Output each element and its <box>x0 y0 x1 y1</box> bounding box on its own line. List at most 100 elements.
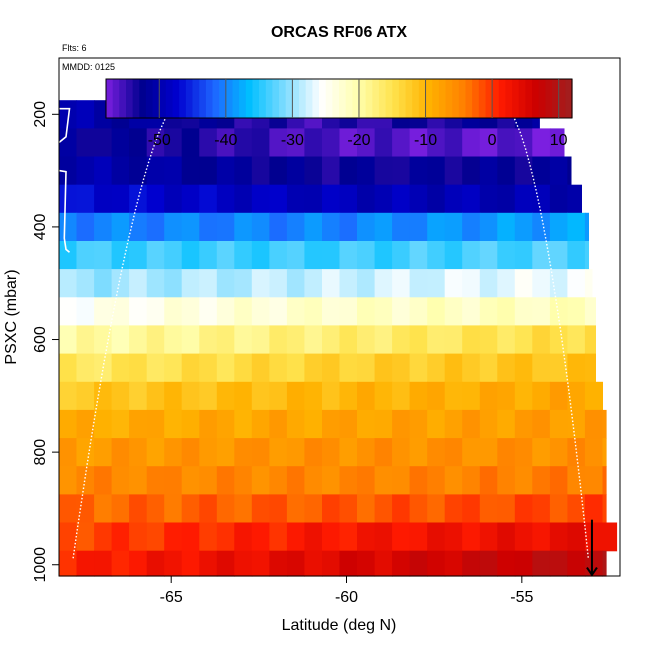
heatmap-cell <box>94 325 113 355</box>
x-tick-label: -60 <box>335 589 358 606</box>
colorbar-swatch <box>126 79 134 118</box>
flights-note: Flts: 6 <box>62 43 87 53</box>
heatmap-cell <box>444 550 463 577</box>
heatmap-cell <box>532 325 551 355</box>
heatmap-cell <box>409 156 428 186</box>
colorbar-swatch <box>512 79 520 118</box>
heatmap-cell <box>392 325 411 355</box>
colorbar-swatch <box>372 79 380 118</box>
heatmap-cell <box>567 466 586 495</box>
heatmap-cell <box>234 297 253 327</box>
heatmap-cell <box>374 466 393 495</box>
heatmap-cell <box>339 409 358 439</box>
heatmap-cell <box>462 381 481 411</box>
heatmap-cell <box>111 550 130 577</box>
heatmap-cell <box>234 494 253 524</box>
heatmap-cell <box>322 212 341 242</box>
heatmap-cell <box>181 466 200 495</box>
heatmap-cell <box>567 241 586 270</box>
heatmap-cell <box>357 550 376 577</box>
heatmap-cell <box>479 409 498 439</box>
heatmap-cell <box>549 269 568 298</box>
heatmap-cell <box>59 438 78 467</box>
heatmap-cell <box>549 409 568 439</box>
heatmap-cell <box>181 184 200 214</box>
heatmap-cell <box>269 297 288 327</box>
heatmap-cell <box>216 353 235 383</box>
heatmap-cell <box>497 128 516 158</box>
heatmap-cell <box>374 297 393 327</box>
colorbar-swatch <box>538 79 546 118</box>
descent-arrow-head <box>586 566 598 577</box>
heatmap-cell <box>427 156 446 186</box>
heatmap-cell <box>462 241 481 270</box>
heatmap-cell <box>374 409 393 439</box>
heatmap-cell <box>129 438 148 467</box>
flight-track-edge-2 <box>58 169 71 253</box>
heatmap-cell <box>427 325 446 355</box>
heatmap-cell <box>146 409 165 439</box>
colorbar: -50 -40 -30 -20 -10 0 10 <box>105 71 573 149</box>
heatmap-cell <box>322 494 341 524</box>
heatmap-cell <box>427 466 446 495</box>
heatmap-cell <box>234 128 253 158</box>
heatmap-cell <box>269 241 288 270</box>
heatmap-cell <box>409 269 428 298</box>
y-tick-label: 600 <box>32 326 49 353</box>
heatmap-cell <box>216 325 235 355</box>
heatmap-cell <box>409 550 428 577</box>
heatmap-cell <box>286 381 305 411</box>
heatmap-cell <box>286 241 305 270</box>
heatmap-cell <box>164 353 183 383</box>
colorbar-swatch <box>192 79 200 118</box>
heatmap-cell <box>444 522 463 552</box>
colorbar-swatch <box>279 79 287 118</box>
heatmap-cell <box>322 269 341 298</box>
heatmap-cell <box>146 325 165 355</box>
heatmap-cell <box>251 128 270 158</box>
heatmap-cell <box>199 381 218 411</box>
colorbar-swatch <box>339 79 347 118</box>
heatmap-cell <box>76 241 95 270</box>
heatmap-cell <box>497 241 516 270</box>
heatmap-cell <box>339 269 358 298</box>
heatmap-cell <box>339 522 358 552</box>
colorbar-tick-label: -40 <box>214 132 237 149</box>
heatmap-cell <box>286 494 305 524</box>
heatmap-cell <box>251 494 270 524</box>
heatmap-cell <box>444 156 463 186</box>
colorbar-swatch <box>219 79 227 118</box>
heatmap-cell <box>216 494 235 524</box>
colorbar-swatch <box>352 79 360 118</box>
heatmap-cell <box>549 494 568 524</box>
heatmap-cell <box>94 409 113 439</box>
heatmap-cell <box>304 269 323 298</box>
heatmap-cell <box>269 522 288 552</box>
heatmap-cell <box>497 550 516 577</box>
heatmap-cell <box>584 381 603 411</box>
colorbar-swatch <box>365 79 373 118</box>
heatmap-cell <box>392 522 411 552</box>
heatmap-cell <box>199 466 218 495</box>
heatmap-cell <box>164 156 183 186</box>
heatmap-cell <box>497 156 516 186</box>
heatmap-cell <box>567 494 586 524</box>
heatmap-cell <box>409 241 428 270</box>
heatmap-cell <box>514 494 533 524</box>
heatmap-cell <box>94 241 113 270</box>
heatmap-cell <box>76 297 95 327</box>
heatmap-cell <box>216 156 235 186</box>
heatmap-cell <box>462 438 481 467</box>
heatmap-cell <box>164 241 183 270</box>
heatmap-cell <box>94 184 113 214</box>
heatmap-cell <box>181 353 200 383</box>
heatmap-cell <box>567 325 586 355</box>
heatmap-cell <box>549 184 568 214</box>
heatmap-cell <box>269 409 288 439</box>
heatmap-cell <box>322 128 341 158</box>
heatmap-cell <box>392 241 411 270</box>
heatmap-cell <box>514 241 533 270</box>
heatmap-cell <box>304 409 323 439</box>
heatmap-cell <box>76 409 95 439</box>
colorbar-swatch <box>405 79 413 118</box>
